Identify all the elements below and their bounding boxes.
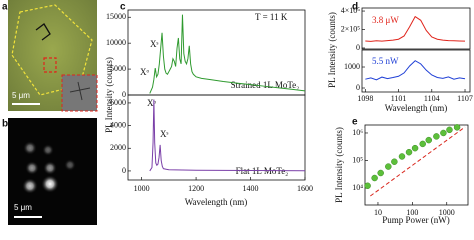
y-tick-label: 0 <box>356 43 360 52</box>
x-tick-label: 1098 <box>357 94 373 103</box>
annotation: Xᵒ <box>147 98 156 108</box>
panel-a-image <box>8 0 98 112</box>
point <box>419 140 426 148</box>
annotation: Xˢ <box>160 129 168 139</box>
scale-bar-label: 5 μm <box>12 91 30 100</box>
y-tick-label: 15000 <box>106 12 126 21</box>
panel-label: c <box>120 2 126 13</box>
line <box>149 99 306 172</box>
y-tick-label: 4×10⁵ <box>341 6 361 15</box>
x-axis-label: Pump Power (nW) <box>382 215 450 225</box>
y-tick-label: 10⁴ <box>352 183 363 192</box>
point <box>371 174 378 182</box>
y-axis-label: PL Intensity (counts) <box>327 12 337 88</box>
point <box>391 158 398 165</box>
annotation: Flat 1L MoTe₂ <box>236 166 289 176</box>
y-tick-label: 2000 <box>110 143 126 152</box>
y-tick-label: 0 <box>122 166 126 175</box>
panel-label: b <box>2 119 8 130</box>
y-tick-label: 10⁵ <box>352 155 363 164</box>
point <box>398 153 406 160</box>
point <box>425 136 433 144</box>
y-tick-label: 0 <box>122 90 126 99</box>
y-axis-label: PL Intensity (counts) <box>104 57 114 133</box>
point <box>453 124 461 131</box>
line <box>365 60 466 81</box>
annotation: Xᵒ <box>140 67 149 77</box>
point <box>440 129 447 137</box>
panel-label: a <box>2 2 8 13</box>
x-tick-label: 1000 <box>134 184 150 193</box>
line <box>149 14 306 94</box>
x-tick-label: 100 <box>406 208 418 217</box>
panel-label: e <box>352 117 358 128</box>
scale-bar-label: 5 μm <box>14 203 32 212</box>
x-tick-label: 1107 <box>457 94 473 103</box>
point <box>364 182 371 190</box>
x-axis-label: Wavelength (nm) <box>185 197 248 207</box>
point <box>385 163 392 170</box>
y-tick-label: 2×10⁵ <box>341 24 361 33</box>
point <box>405 148 413 156</box>
x-tick-label: 1200 <box>188 184 204 193</box>
plot-frame <box>361 7 471 50</box>
annotation: T = 11 K <box>255 12 288 22</box>
point <box>433 133 440 140</box>
point <box>377 169 384 177</box>
annotation: Strained 1L MoTe₂ <box>231 80 300 90</box>
y-axis-label: PL Intensity (counts) <box>334 127 344 203</box>
y-tick-label: 1000 <box>344 62 360 71</box>
x-tick-label: 1101 <box>391 94 407 103</box>
y-tick-label: 4000 <box>110 120 126 129</box>
panel-label: d <box>352 2 358 13</box>
plot-frame <box>361 49 471 93</box>
x-tick-label: 1400 <box>243 184 259 193</box>
y-tick-label: 0 <box>356 83 360 92</box>
x-tick-label: 1600 <box>297 184 313 193</box>
annotation: 3.8 μW <box>372 15 399 25</box>
line <box>365 15 466 42</box>
plot-frame <box>364 124 469 206</box>
annotation: 5.5 nW <box>372 56 399 66</box>
x-tick-label: 1104 <box>424 94 440 103</box>
y-tick-label: 10000 <box>106 38 126 47</box>
plot-frame <box>127 94 306 181</box>
point <box>446 126 453 134</box>
panel-b-image <box>8 118 97 225</box>
point <box>411 144 419 152</box>
x-axis-label: Wavelength (nm) <box>385 103 448 113</box>
y-tick-label: 5000 <box>110 64 126 73</box>
y-tick-label: 6000 <box>110 98 126 107</box>
x-tick-label: 1000 <box>439 208 455 217</box>
x-tick-label: 10 <box>374 208 382 217</box>
y-tick-label: 10⁶ <box>352 128 363 137</box>
line <box>370 126 466 197</box>
annotation: Xˢ <box>150 39 158 49</box>
